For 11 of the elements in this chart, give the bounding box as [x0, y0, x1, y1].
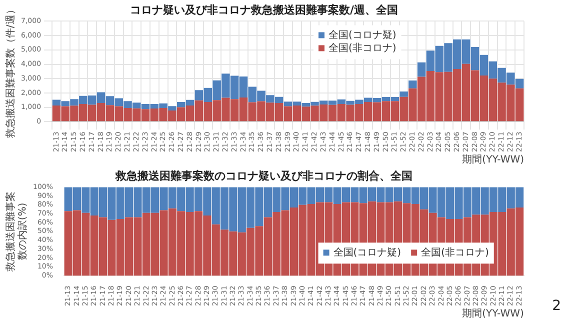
legend-label: 全国(コロナ疑) — [328, 28, 396, 41]
y-axis-title: 救急搬送困難事案数（件/週） — [4, 4, 17, 140]
x-axis-title: 期間(YY-WW) — [462, 154, 524, 166]
x-axis-title: 期間(YY-WW) — [462, 308, 524, 320]
text: 2 — [552, 298, 561, 314]
legend-label: 全国(非コロナ) — [421, 246, 489, 258]
chart-title: コロナ疑い及び非コロナ救急搬送困難事案数/週、全国 — [130, 3, 398, 16]
y-axis-title: 救急搬送困難事案数の内訳(%) — [4, 191, 29, 272]
chart-title: 救急搬送困難事案数のコロナ疑い及び非コロナの割合、全国 — [114, 169, 412, 182]
legend-label: 全国(コロナ疑) — [333, 246, 402, 258]
legend-label: 全国(非コロナ) — [328, 42, 396, 54]
